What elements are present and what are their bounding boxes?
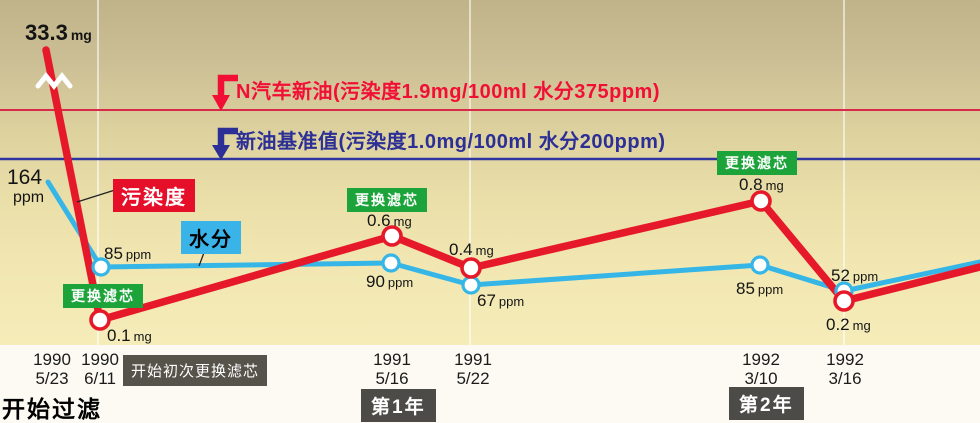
x-axis-tick: 1990 6/11 xyxy=(81,350,119,388)
gridline xyxy=(843,0,845,345)
tick-year: 1991 xyxy=(454,350,492,369)
value-number: 0.6 xyxy=(367,211,391,230)
value-unit: ppm xyxy=(125,247,152,262)
value-label: 0.8 mg xyxy=(739,175,784,195)
value-label: 52 ppm xyxy=(831,266,878,286)
value-unit: ppm xyxy=(757,282,784,297)
tick-date: 5/22 xyxy=(456,369,490,388)
tick-date: 3/16 xyxy=(828,369,862,388)
value-number: 0.4 xyxy=(449,240,473,259)
tick-year: 1992 xyxy=(742,350,780,369)
start-filtering-label: 开始过滤 xyxy=(2,396,102,422)
x-axis-tick: 1991 5/16 xyxy=(373,350,411,388)
value-number: 52 xyxy=(831,266,850,285)
value-number: 85 xyxy=(104,244,123,263)
first-replacement-note-badge: 开始初次更换滤芯 xyxy=(123,355,268,386)
tick-date: 6/11 xyxy=(84,369,116,388)
value-label: 0.1 mg xyxy=(107,326,152,346)
tick-date: 5/16 xyxy=(375,369,409,388)
reference-annotation-baseline: 新油基准值(污染度1.0mg/100ml 水分200ppm) xyxy=(236,131,666,153)
tick-date: 3/10 xyxy=(744,369,778,388)
x-axis-tick: 1991 5/22 xyxy=(454,350,492,388)
value-unit: ppm xyxy=(852,269,879,284)
tick-year: 1990 xyxy=(33,350,71,369)
value-unit: mg xyxy=(765,178,784,193)
value-number: 90 xyxy=(366,272,385,291)
water-start-label: 164 ppm xyxy=(7,166,45,208)
value-label: 85 ppm xyxy=(736,279,783,299)
value-unit: ppm xyxy=(387,275,414,290)
value-number: 0.8 xyxy=(739,175,763,194)
value-number: 85 xyxy=(736,279,755,298)
value-unit: ppm xyxy=(498,294,525,309)
value-number: 0.1 xyxy=(107,326,131,345)
contamination-start-unit: mg xyxy=(70,27,92,43)
x-axis-tick: 1992 3/10 xyxy=(742,350,780,388)
gridline xyxy=(469,0,471,345)
tick-year: 1990 xyxy=(81,350,119,369)
contamination-start-value: 33.3 xyxy=(25,20,68,45)
water-start-value: 164 xyxy=(7,166,43,189)
filter-change-badge: 更换滤芯 xyxy=(63,284,143,308)
legend-contamination-badge: 污染度 xyxy=(113,179,195,212)
year2-badge: 第2年 xyxy=(729,387,804,420)
value-label: 90 ppm xyxy=(366,272,413,292)
tick-year: 1991 xyxy=(373,350,411,369)
value-number: 67 xyxy=(477,291,496,310)
value-label: 0.6 mg xyxy=(367,211,412,231)
legend-water-badge: 水分 xyxy=(181,221,241,254)
value-number: 0.2 xyxy=(826,315,850,334)
filter-change-badge: 更换滤芯 xyxy=(717,151,797,175)
x-axis-tick: 1992 3/16 xyxy=(826,350,864,388)
reference-annotation-new-oil-n: N汽车新油(污染度1.9mg/100ml 水分375ppm) xyxy=(236,81,660,103)
value-label: 85 ppm xyxy=(104,244,151,264)
value-label: 67 ppm xyxy=(477,291,524,311)
value-label: 0.4 mg xyxy=(449,240,494,260)
tick-year: 1992 xyxy=(826,350,864,369)
value-unit: mg xyxy=(393,214,412,229)
value-unit: mg xyxy=(133,329,152,344)
contamination-start-label: 33.3 mg xyxy=(25,20,92,46)
year1-badge: 第1年 xyxy=(361,389,436,422)
value-label: 0.2 mg xyxy=(826,315,871,335)
water-start-unit: ppm xyxy=(13,189,45,206)
filter-change-badge: 更换滤芯 xyxy=(347,188,427,212)
value-unit: mg xyxy=(852,318,871,333)
x-axis-tick: 1990 5/23 xyxy=(33,350,71,388)
value-unit: mg xyxy=(475,243,494,258)
tick-date: 5/23 xyxy=(35,369,69,388)
